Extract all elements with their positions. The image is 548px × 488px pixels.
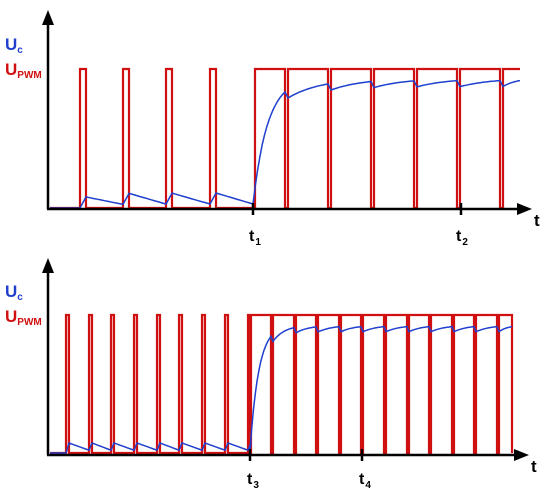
t4-label: t4 (359, 471, 371, 488)
bottom-y-axis-arrow (42, 258, 54, 273)
top-pwm-signal (50, 67, 520, 210)
t-axis-label-bottom: t (531, 457, 537, 476)
t1-label: t1 (249, 228, 261, 248)
t-axis-label-top: t (534, 211, 540, 230)
top-panel: Uc UPWM t t1 t2 (5, 10, 540, 248)
bottom-uc-curve (50, 325, 513, 454)
uc-label-bottom: Uc (5, 282, 23, 303)
top-y-axis-arrow (42, 10, 54, 25)
bottom-x-axis-arrow (514, 449, 529, 461)
upwm-label-bottom: UPWM (5, 307, 42, 328)
uc-label-top: Uc (5, 35, 23, 56)
bottom-panel: Uc UPWM t t3 t4 (5, 258, 537, 488)
upwm-label-top: UPWM (5, 60, 42, 81)
t3-label: t3 (247, 471, 259, 488)
top-x-axis-arrow (517, 203, 532, 215)
t2-label: t2 (456, 228, 468, 248)
top-uc-curve (50, 79, 520, 209)
bottom-pwm-light-edges (67, 315, 500, 453)
bottom-pwm-signal (50, 313, 514, 455)
